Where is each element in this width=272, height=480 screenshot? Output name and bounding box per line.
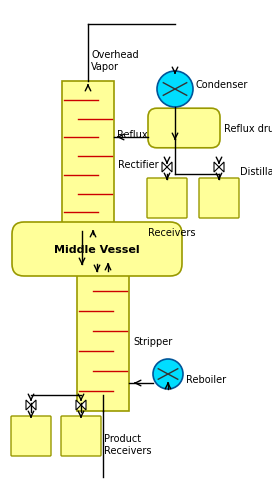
- Polygon shape: [81, 400, 86, 410]
- Text: Condenser: Condenser: [195, 80, 247, 90]
- Text: Reflux drum: Reflux drum: [224, 124, 272, 134]
- Text: Middle Vessel: Middle Vessel: [54, 244, 140, 254]
- Polygon shape: [219, 163, 224, 173]
- FancyBboxPatch shape: [148, 109, 220, 148]
- Text: Receivers: Receivers: [148, 228, 196, 238]
- Text: Distillate: Distillate: [240, 167, 272, 177]
- Polygon shape: [162, 163, 167, 173]
- Text: Reboiler: Reboiler: [186, 374, 226, 384]
- FancyBboxPatch shape: [199, 179, 239, 218]
- Bar: [77, 271, 129, 411]
- FancyBboxPatch shape: [11, 416, 51, 456]
- Text: Stripper: Stripper: [133, 336, 172, 346]
- FancyBboxPatch shape: [12, 223, 182, 276]
- Text: Overhead
Vapor: Overhead Vapor: [91, 50, 139, 72]
- Text: Rectifier: Rectifier: [118, 159, 159, 169]
- Text: Product
Receivers: Product Receivers: [104, 433, 152, 455]
- FancyBboxPatch shape: [147, 179, 187, 218]
- Circle shape: [157, 72, 193, 108]
- Polygon shape: [26, 400, 31, 410]
- FancyBboxPatch shape: [61, 416, 101, 456]
- Bar: [62, 82, 114, 231]
- Polygon shape: [31, 400, 36, 410]
- Polygon shape: [214, 163, 219, 173]
- Polygon shape: [167, 163, 172, 173]
- Polygon shape: [76, 400, 81, 410]
- Text: Reflux: Reflux: [117, 130, 148, 140]
- Circle shape: [153, 359, 183, 389]
